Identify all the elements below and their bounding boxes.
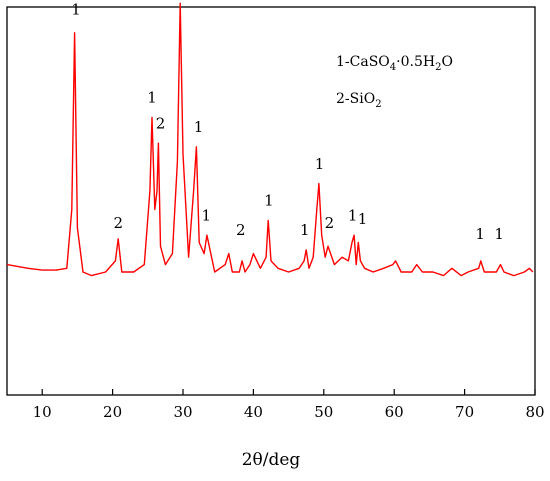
legend-subscript: 2 [375, 99, 381, 110]
peak-labels: 1212111211121111 [71, 0, 504, 243]
peak-label: 1 [358, 210, 368, 228]
x-axis-tick-labels: 10 20 30 40 50 60 70 80 [33, 403, 545, 421]
plot-frame [6, 6, 536, 396]
peak-label: 1 [494, 225, 504, 243]
peak-label: 1 [475, 225, 485, 243]
series-line-xrd-pattern [6, 2, 534, 277]
peak-label: 2 [236, 221, 246, 239]
x-tick-label: 70 [455, 403, 474, 421]
legend-text-part: O [441, 54, 452, 70]
peak-label: 1 [300, 221, 310, 239]
x-axis-ticks [41, 389, 536, 395]
peak-label: 1 [194, 118, 204, 136]
legend-text-part: ·0.5H [396, 54, 435, 70]
peak-label: 1 [201, 206, 211, 224]
peak-label: 1 [348, 206, 358, 224]
legend-entry: 2-SiO2 [336, 91, 382, 110]
peak-label: 1 [147, 89, 157, 107]
legend-subscript: 4 [390, 62, 396, 73]
peak-label: 1 [315, 155, 325, 173]
x-tick-label: 60 [385, 403, 404, 421]
x-tick-label: 80 [525, 403, 544, 421]
peak-label: 1 [264, 192, 274, 210]
legend-text-part: 2-SiO [336, 91, 375, 107]
legend-subscript: 2 [435, 62, 441, 73]
x-tick-label: 30 [173, 403, 192, 421]
x-axis-title: 2θ/deg [242, 450, 301, 470]
x-tick-label: 10 [33, 403, 52, 421]
peak-label: 1 [71, 0, 81, 18]
x-tick-label: 50 [314, 403, 333, 421]
legend-text-part: 1-CaSO [336, 54, 390, 70]
peak-label: 2 [156, 114, 166, 132]
x-tick-label: 20 [103, 403, 122, 421]
peak-label: 2 [325, 214, 335, 232]
peak-label: 2 [113, 214, 123, 232]
legend-entry: 1-CaSO4·0.5H2O [336, 54, 453, 73]
x-tick-label: 40 [244, 403, 263, 421]
